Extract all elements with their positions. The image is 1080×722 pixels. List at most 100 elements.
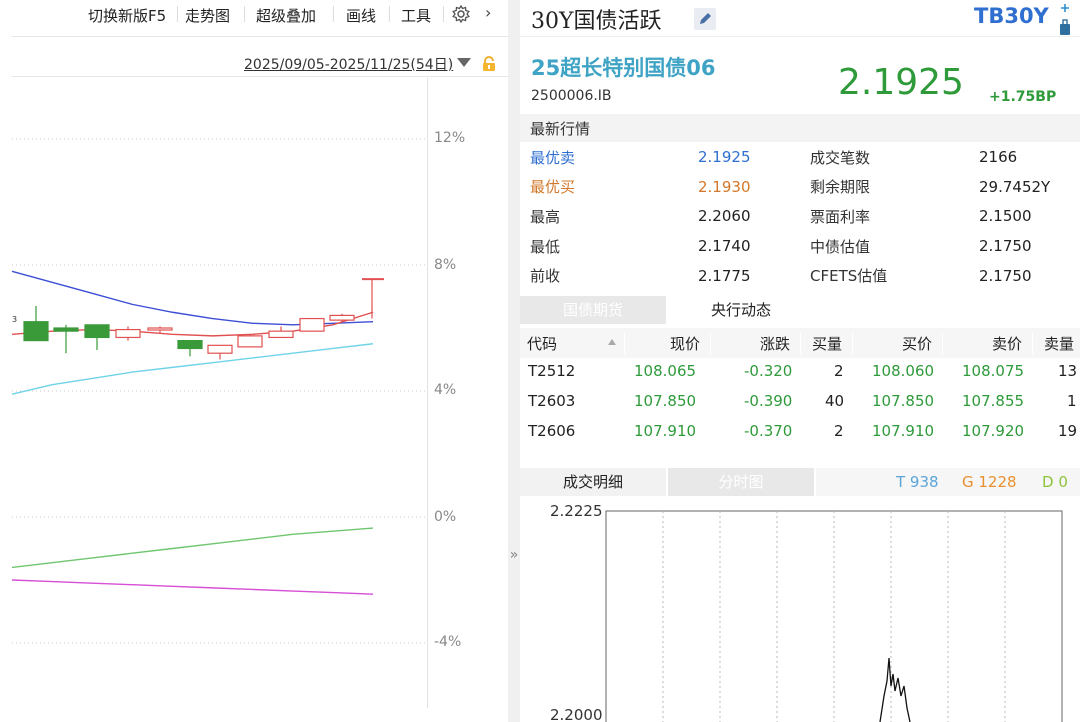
quote-panel: 30Y国债活跃 TB30Y 25超长特别国债06 2500006.IB 2.19… <box>520 0 1080 722</box>
row-ask-price: 107.920 <box>962 422 1025 440</box>
row-last-price: 107.850 <box>634 392 697 410</box>
y-tick-label: 12% <box>434 130 466 146</box>
series-line <box>11 579 374 595</box>
best-ask-value: 2.1925 <box>698 148 751 166</box>
chevron-right-icon[interactable]: › <box>485 3 492 22</box>
candle-body <box>299 317 325 332</box>
add-watchlist-icon[interactable] <box>1058 3 1072 37</box>
candle-body <box>84 324 110 339</box>
mini-y-bottom: 2.2000 <box>550 706 603 722</box>
row-bid-price: 107.910 <box>872 422 935 440</box>
series-line <box>11 343 374 395</box>
best-ask-label: 最优卖 <box>530 149 576 167</box>
series-line <box>11 527 374 569</box>
row-ask-price: 108.075 <box>962 362 1025 380</box>
row-bid-volume: 2 <box>834 362 844 380</box>
series-line <box>11 270 374 326</box>
best-bid-value: 2.1930 <box>698 178 751 196</box>
row-ask-volume: 13 <box>1058 362 1078 380</box>
row-ask-volume: 1 <box>1067 392 1077 410</box>
candle-body <box>177 340 203 350</box>
stat-g: G 1228 <box>962 473 1017 491</box>
table-row[interactable]: T2512 108.065 -0.320 2 108.060 108.075 1… <box>520 358 1080 388</box>
date-range-selector[interactable]: 2025/09/05-2025/11/25(54日) <box>244 57 454 73</box>
high-label: 最高 <box>530 208 561 226</box>
remaining-term-value: 29.7452Y <box>979 178 1051 196</box>
candle-body <box>329 314 355 321</box>
tab-central-bank[interactable]: 央行动态 <box>666 296 816 324</box>
left-chart-panel: 切换新版F5 走势图 超级叠加 画线 工具 › 2025/09/05-2025/… <box>0 0 508 722</box>
quote-section-header: 最新行情 <box>520 114 1080 142</box>
row-bid-volume: 2 <box>834 422 844 440</box>
price-change: +1.75BP <box>989 89 1057 105</box>
coupon-rate-label: 票面利率 <box>810 208 871 226</box>
tab-treasury-futures[interactable]: 国债期货 <box>520 296 666 324</box>
col-last-price[interactable]: 现价 <box>670 335 701 353</box>
candle-body <box>268 330 294 339</box>
col-ask-volume[interactable]: 卖量 <box>1044 335 1075 353</box>
row-change: -0.320 <box>744 362 793 380</box>
level-marker: 3 <box>12 315 18 324</box>
row-change: -0.390 <box>744 392 793 410</box>
row-code: T2512 <box>528 362 576 380</box>
detail-tabs: 成交明细 分时图 <box>520 468 1080 496</box>
caret-down-icon[interactable] <box>457 58 471 67</box>
instrument-code-link[interactable]: TB30Y <box>974 4 1049 28</box>
super-overlay-button[interactable]: 超级叠加 <box>256 7 317 25</box>
remaining-term-label: 剩余期限 <box>810 178 871 196</box>
trade-count-value: 2166 <box>979 148 1018 166</box>
tools-button[interactable]: 工具 <box>401 7 432 25</box>
trade-count-label: 成交笔数 <box>810 149 871 167</box>
row-last-price: 107.910 <box>634 422 697 440</box>
col-code[interactable]: 代码 <box>527 335 558 353</box>
col-ask-price[interactable]: 卖价 <box>992 335 1023 353</box>
row-code: T2606 <box>528 422 576 440</box>
trend-chart-button[interactable]: 走势图 <box>185 7 231 25</box>
intraday-mini-chart[interactable]: 2.2225 2.2000 <box>520 496 1080 722</box>
stat-t: T 938 <box>896 473 939 491</box>
panel-divider <box>508 0 520 722</box>
draw-line-button[interactable]: 画线 <box>346 7 377 25</box>
switch-version-button[interactable]: 切换新版F5 <box>88 7 167 25</box>
lock-icon[interactable] <box>481 56 497 72</box>
expand-panel-button[interactable]: » <box>509 547 519 563</box>
table-row[interactable]: T2606 107.910 -0.370 2 107.910 107.920 1… <box>520 418 1080 448</box>
col-bid-price[interactable]: 买价 <box>902 335 933 353</box>
current-price: 2.1925 <box>838 62 964 103</box>
low-label: 最低 <box>530 238 561 256</box>
best-bid-label: 最优买 <box>530 178 576 196</box>
y-tick-label: 0% <box>434 509 457 525</box>
candle-body <box>147 327 173 331</box>
cfets-valuation-value: 2.1750 <box>979 267 1032 285</box>
candle-body <box>115 328 141 339</box>
bond-name[interactable]: 25超长特别国债06 <box>531 56 716 80</box>
info-tabs: 国债期货 央行动态 <box>520 296 1080 324</box>
tab-intraday[interactable]: 分时图 <box>668 468 814 496</box>
table-row[interactable]: T2603 107.850 -0.390 40 107.850 107.855 … <box>520 388 1080 418</box>
bond-code: 2500006.IB <box>531 88 612 104</box>
row-last-price: 108.065 <box>634 362 697 380</box>
row-change: -0.370 <box>744 422 793 440</box>
edit-icon[interactable] <box>694 8 716 30</box>
y-tick-label: 4% <box>434 382 457 398</box>
candle-body <box>237 335 263 348</box>
sort-up-icon[interactable] <box>608 339 616 345</box>
high-value: 2.2060 <box>698 207 751 225</box>
row-ask-volume: 19 <box>1058 422 1078 440</box>
col-change[interactable]: 涨跌 <box>760 335 791 353</box>
row-ask-price: 107.855 <box>962 392 1025 410</box>
y-tick-label: -4% <box>434 634 462 650</box>
row-code: T2603 <box>528 392 576 410</box>
coupon-rate-value: 2.1500 <box>979 207 1032 225</box>
chart-toolbar: 切换新版F5 走势图 超级叠加 画线 工具 › <box>0 0 508 30</box>
tab-trade-detail[interactable]: 成交明细 <box>520 468 666 496</box>
candle-body <box>53 327 79 332</box>
y-tick-label: 8% <box>434 257 457 273</box>
stat-d: D 0 <box>1042 473 1068 491</box>
prev-close-label: 前收 <box>530 267 561 285</box>
candle-body <box>23 321 49 342</box>
chinabond-valuation-value: 2.1750 <box>979 237 1032 255</box>
col-bid-volume[interactable]: 买量 <box>812 335 843 353</box>
trend-chart[interactable] <box>0 78 508 722</box>
gear-icon[interactable] <box>451 4 471 24</box>
